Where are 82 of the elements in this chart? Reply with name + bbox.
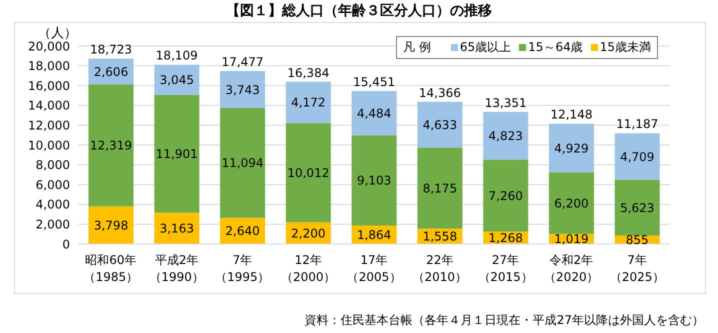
chart-title: 【図１】総人口（年齢３区分人口）の推移 xyxy=(225,2,493,20)
data-label: 1,864 xyxy=(356,228,392,242)
data-label: 4,929 xyxy=(554,141,589,156)
bar xyxy=(417,102,462,148)
data-label: 2,606 xyxy=(94,64,128,79)
total-label: 16,384 xyxy=(287,66,330,80)
bar xyxy=(614,133,660,180)
data-label: 8,175 xyxy=(422,181,458,196)
legend-title: 凡 例 xyxy=(403,39,431,56)
bar xyxy=(88,206,134,244)
total-label: 17,477 xyxy=(222,54,264,69)
y-tick-label: 16,000 xyxy=(28,78,70,93)
bar xyxy=(88,84,134,206)
data-label: 4,633 xyxy=(422,118,458,132)
y-tick-label: 14,000 xyxy=(28,98,70,113)
y-tick-label: 18,000 xyxy=(28,59,70,74)
y-tick-label: 4,000 xyxy=(36,198,70,212)
bar xyxy=(154,94,200,213)
total-label: 15,451 xyxy=(353,75,396,90)
data-label: 4,823 xyxy=(488,128,523,143)
total-label: 12,148 xyxy=(550,108,592,122)
bar xyxy=(154,64,200,95)
bar xyxy=(417,148,462,229)
data-label: 2,200 xyxy=(291,226,326,240)
data-label: 1,019 xyxy=(554,232,589,246)
total-label: 14,366 xyxy=(418,86,461,100)
bar xyxy=(483,112,528,160)
data-label: 3,045 xyxy=(160,73,194,88)
bar xyxy=(548,172,594,234)
data-label: 10,012 xyxy=(287,166,330,180)
bar xyxy=(286,123,331,222)
bar xyxy=(286,82,331,124)
y-tick-label: 0 xyxy=(62,237,70,252)
x-tick-label: 昭和60年（1985） xyxy=(84,253,138,284)
data-label: 3,798 xyxy=(94,218,128,232)
y-tick-label: 10,000 xyxy=(28,138,70,152)
data-label: 9,103 xyxy=(356,174,392,188)
bar xyxy=(352,135,397,226)
data-label: 4,484 xyxy=(356,106,392,120)
legend-label: 65歳以上 xyxy=(458,39,512,56)
data-label: 855 xyxy=(626,233,649,248)
bar xyxy=(614,180,660,236)
bar xyxy=(154,212,200,244)
x-tick-label: 7年（1995） xyxy=(215,253,270,284)
x-tick-label: 12年（2000） xyxy=(280,253,336,284)
data-label: 7,260 xyxy=(488,188,523,203)
y-tick-label: 12,000 xyxy=(28,118,70,132)
bar xyxy=(352,91,397,136)
x-tick-label: 27年（2015） xyxy=(478,253,533,284)
bar xyxy=(220,70,266,108)
x-tick-label: 17年（2005） xyxy=(346,253,402,284)
bar xyxy=(483,160,528,232)
data-label: 1,558 xyxy=(422,230,458,244)
data-label: 5,623 xyxy=(620,200,654,215)
text: 資料：住民基本台帳（各年４月１日現在・平成27年以降は外国人を含む） xyxy=(304,312,704,329)
total-label: 11,187 xyxy=(616,117,658,132)
bar xyxy=(548,124,594,173)
x-tick-label: 7年（2025） xyxy=(610,253,664,284)
data-label: 2,640 xyxy=(225,224,260,238)
data-label: 1,268 xyxy=(488,230,523,245)
total-label: 18,109 xyxy=(156,48,198,63)
y-tick-label: 2,000 xyxy=(36,217,70,232)
total-label: 18,723 xyxy=(90,42,132,57)
data-label: 11,094 xyxy=(222,156,264,170)
bar xyxy=(220,108,266,218)
data-label: 4,172 xyxy=(291,96,326,110)
y-axis-title: （人） xyxy=(38,25,77,42)
legend-label: 15歳未満 xyxy=(598,39,651,56)
y-tick-label: 20,000 xyxy=(28,39,70,54)
x-tick-label: 平成2年（1990） xyxy=(149,253,204,284)
data-label: 4,709 xyxy=(620,150,654,164)
data-label: 11,901 xyxy=(156,147,198,162)
y-tick-label: 6,000 xyxy=(36,178,70,192)
data-label: 3,163 xyxy=(160,222,194,236)
x-tick-label: 22年（2010） xyxy=(412,253,468,284)
x-tick-label: 令和2年（2020） xyxy=(544,253,599,284)
y-tick-label: 8,000 xyxy=(36,158,70,172)
data-label: 6,200 xyxy=(554,196,589,210)
data-label: 12,319 xyxy=(90,138,132,153)
legend-label: 15～64歳 xyxy=(527,39,583,56)
total-label: 13,351 xyxy=(484,96,527,110)
data-label: 3,743 xyxy=(225,82,260,97)
